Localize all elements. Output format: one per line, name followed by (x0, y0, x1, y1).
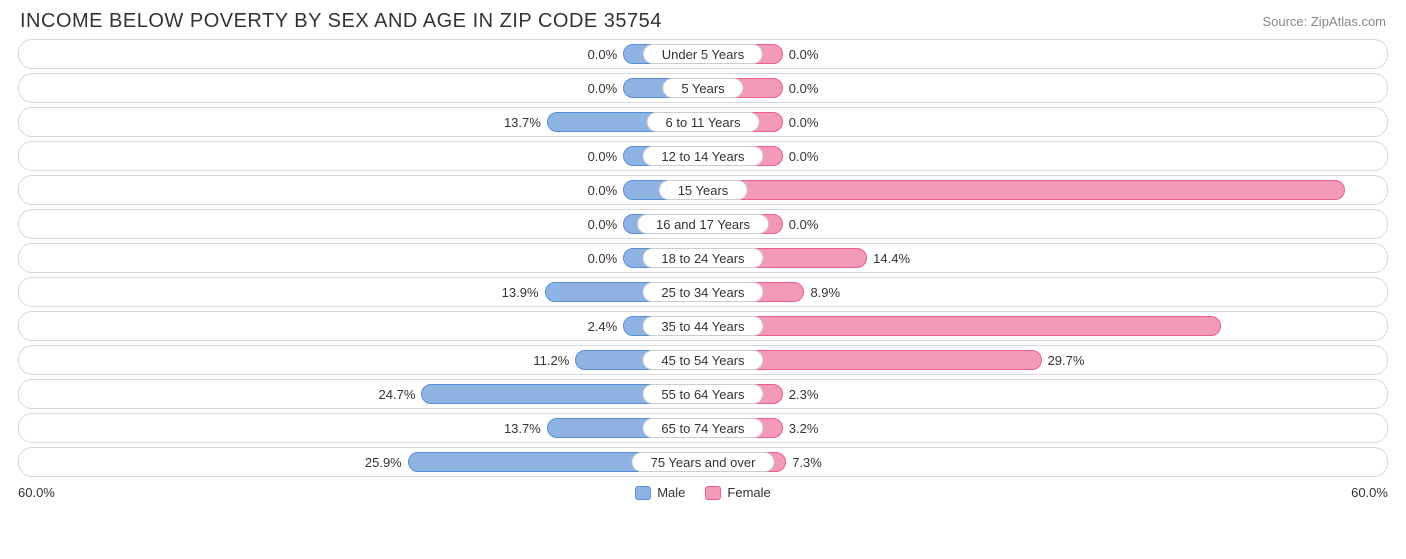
male-value: 25.9% (365, 448, 402, 476)
chart-row: 0.0% 0.0% Under 5 Years (18, 39, 1388, 69)
chart-row: 11.2% 29.7% 45 to 54 Years (18, 345, 1388, 375)
category-label: Under 5 Years (643, 44, 763, 64)
axis-left-label: 60.0% (18, 485, 55, 500)
female-value: 56.3% (1344, 176, 1381, 204)
female-bar (703, 180, 1345, 200)
chart-source: Source: ZipAtlas.com (1262, 14, 1386, 29)
legend-female: Female (705, 485, 770, 500)
legend-female-swatch (705, 486, 721, 500)
category-label: 75 Years and over (632, 452, 775, 472)
axis-right-label: 60.0% (1351, 485, 1388, 500)
chart-row: 24.7% 2.3% 55 to 64 Years (18, 379, 1388, 409)
male-value: 24.7% (379, 380, 416, 408)
chart-row: 25.9% 7.3% 75 Years and over (18, 447, 1388, 477)
legend-female-label: Female (727, 485, 770, 500)
category-label: 6 to 11 Years (647, 112, 760, 132)
chart-header: INCOME BELOW POVERTY BY SEX AND AGE IN Z… (0, 0, 1406, 39)
female-value: 7.3% (792, 448, 822, 476)
chart-row: 0.0% 56.3% 15 Years (18, 175, 1388, 205)
female-value: 3.2% (789, 414, 819, 442)
chart-row: 13.9% 8.9% 25 to 34 Years (18, 277, 1388, 307)
female-value: 0.0% (789, 74, 819, 102)
female-value: 45.4% (1344, 312, 1381, 340)
chart-row: 0.0% 0.0% 5 Years (18, 73, 1388, 103)
legend-male-swatch (635, 486, 651, 500)
male-value: 13.7% (504, 108, 541, 136)
chart-body: 0.0% 0.0% Under 5 Years 0.0% 0.0% 5 Years 13.7… (0, 39, 1406, 477)
category-label: 5 Years (662, 78, 743, 98)
category-label: 35 to 44 Years (642, 316, 763, 336)
female-bar (703, 316, 1221, 336)
female-value: 0.0% (789, 142, 819, 170)
category-label: 12 to 14 Years (642, 146, 763, 166)
male-value: 13.7% (504, 414, 541, 442)
legend-male: Male (635, 485, 685, 500)
male-value: 0.0% (588, 40, 618, 68)
male-value: 0.0% (588, 142, 618, 170)
male-value: 2.4% (588, 312, 618, 340)
male-value: 0.0% (588, 74, 618, 102)
male-value: 0.0% (588, 244, 618, 272)
chart-row: 0.0% 0.0% 12 to 14 Years (18, 141, 1388, 171)
legend: Male Female (635, 485, 771, 500)
female-value: 29.7% (1048, 346, 1085, 374)
male-value: 11.2% (533, 346, 569, 374)
female-value: 0.0% (789, 108, 819, 136)
female-value: 0.0% (789, 40, 819, 68)
category-label: 65 to 74 Years (642, 418, 763, 438)
chart-row: 13.7% 3.2% 65 to 74 Years (18, 413, 1388, 443)
chart-row: 13.7% 0.0% 6 to 11 Years (18, 107, 1388, 137)
chart-footer: 60.0% Male Female 60.0% (0, 481, 1406, 500)
chart-title: INCOME BELOW POVERTY BY SEX AND AGE IN Z… (20, 10, 662, 33)
male-value: 0.0% (588, 210, 618, 238)
male-value: 0.0% (588, 176, 618, 204)
female-value: 2.3% (789, 380, 819, 408)
female-value: 0.0% (789, 210, 819, 238)
category-label: 18 to 24 Years (642, 248, 763, 268)
chart-row: 0.0% 0.0% 16 and 17 Years (18, 209, 1388, 239)
male-value: 13.9% (502, 278, 539, 306)
category-label: 15 Years (659, 180, 748, 200)
female-value: 14.4% (873, 244, 910, 272)
chart-row: 0.0% 14.4% 18 to 24 Years (18, 243, 1388, 273)
category-label: 55 to 64 Years (642, 384, 763, 404)
female-value: 8.9% (810, 278, 840, 306)
chart-row: 2.4% 45.4% 35 to 44 Years (18, 311, 1388, 341)
legend-male-label: Male (657, 485, 685, 500)
category-label: 16 and 17 Years (637, 214, 769, 234)
category-label: 25 to 34 Years (642, 282, 763, 302)
category-label: 45 to 54 Years (642, 350, 763, 370)
